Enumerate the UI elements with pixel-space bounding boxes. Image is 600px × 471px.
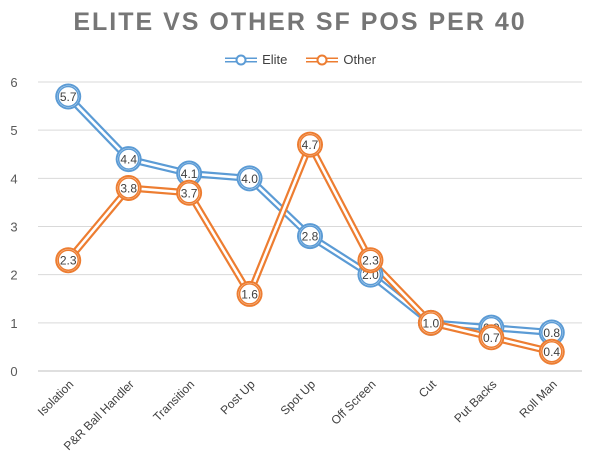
data-point-elite	[57, 85, 79, 108]
data-point-ring-elite	[299, 225, 321, 248]
legend-item-other: Other	[305, 52, 376, 67]
y-tick-label: 5	[10, 123, 17, 138]
data-point-ring-other	[178, 181, 201, 204]
data-point-ring-elite	[57, 85, 80, 108]
x-tick-label: Isolation	[35, 377, 77, 419]
data-point-other	[480, 326, 503, 349]
data-label-elite: 5.7	[60, 90, 77, 104]
data-point-other	[541, 340, 563, 363]
data-label-other: 3.7	[181, 186, 198, 200]
legend-label-other: Other	[343, 52, 376, 67]
data-label-other: 2.3	[60, 254, 77, 268]
data-point-ring-other	[299, 133, 321, 156]
x-tick-label: Post Up	[218, 377, 258, 417]
data-point-ring-other	[57, 249, 80, 272]
x-tick-label: Off Screen	[328, 377, 378, 427]
data-point-other	[117, 177, 140, 199]
x-tick-label: Transition	[150, 377, 197, 424]
x-tick-label: Cut	[416, 377, 440, 401]
data-point-other	[238, 283, 261, 305]
data-point-ring-other	[540, 340, 563, 363]
data-label-elite: 4.0	[241, 172, 258, 186]
data-point-other	[299, 133, 321, 156]
data-point-ring-other	[359, 249, 382, 272]
data-point-ring-elite	[178, 162, 201, 185]
y-tick-label: 6	[10, 75, 17, 90]
x-tick-label: Roll Man	[517, 377, 560, 420]
legend-label-elite: Elite	[262, 52, 288, 67]
data-label-other: 0.4	[543, 345, 560, 359]
data-point-other	[420, 312, 442, 334]
data-point-ring-elite	[238, 167, 261, 190]
x-tick-label: Put Backs	[451, 377, 499, 425]
data-point-other	[178, 182, 200, 204]
data-label-elite: 0.8	[543, 326, 560, 340]
data-point-ring-elite	[117, 148, 140, 171]
y-tick-label: 0	[10, 364, 17, 379]
data-label-other: 3.8	[120, 181, 137, 195]
data-label-elite: 4.1	[181, 167, 198, 181]
data-point-ring-elite	[540, 321, 563, 344]
y-tick-label: 3	[10, 220, 17, 235]
data-point-ring-other	[238, 282, 261, 305]
data-label-other: 4.7	[302, 138, 319, 152]
data-point-other	[359, 249, 382, 271]
data-point-ring-other	[419, 311, 442, 334]
data-point-other	[57, 249, 79, 271]
data-label-other: 2.3	[362, 254, 379, 268]
legend-item-elite: Elite	[224, 52, 287, 67]
y-tick-label: 1	[10, 316, 17, 331]
y-tick-label: 4	[10, 171, 17, 186]
x-tick-label: Spot Up	[278, 377, 319, 418]
chart-title: ELITE VS OTHER SF POS PER 40	[73, 8, 527, 36]
data-label-other: 1.0	[423, 316, 440, 330]
y-tick-label: 2	[10, 268, 17, 283]
data-label-other: 1.6	[241, 287, 258, 301]
data-label-other: 0.7	[483, 331, 500, 345]
data-point-elite	[238, 167, 261, 190]
legend-marker-elite	[225, 54, 258, 65]
data-point-ring-other	[480, 326, 503, 349]
data-point-elite	[117, 148, 140, 170]
data-point-ring-other	[117, 176, 140, 199]
legend: Elite Other	[0, 52, 600, 67]
data-label-elite: 4.4	[120, 153, 137, 167]
data-label-elite: 2.8	[302, 230, 319, 244]
data-point-elite	[299, 225, 321, 247]
legend-marker-other	[306, 54, 339, 65]
